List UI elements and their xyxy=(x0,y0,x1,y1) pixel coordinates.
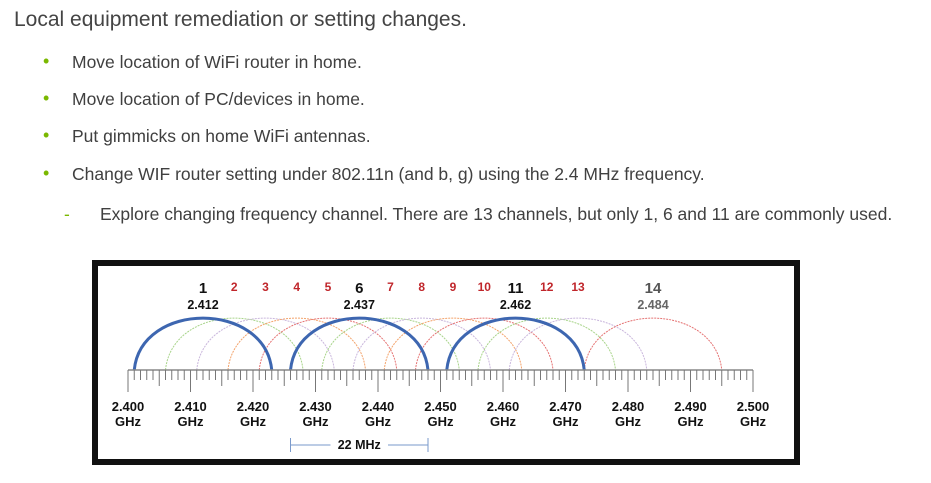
axis-label: 2.450 xyxy=(424,399,457,414)
channel-number-9: 9 xyxy=(450,280,457,294)
bullet-text: Move location of PC/devices in home. xyxy=(72,89,365,109)
channel-arc-13 xyxy=(508,317,648,371)
axis-label: 2.430 xyxy=(299,399,332,414)
axis-unit: GHz xyxy=(178,414,205,429)
axis-unit: GHz xyxy=(553,414,580,429)
channel-number-8: 8 xyxy=(418,280,425,294)
channel-arc-1 xyxy=(132,316,274,371)
bullet-item: • Change WIF router setting under 802.11n… xyxy=(43,163,705,185)
channel-arc-7 xyxy=(321,317,460,371)
wifi-channel-diagram: 1 2.412 2 3 4 5 6 2.437 7 8 9 10 11 2.462 12 13 14 2.484 2… xyxy=(92,260,800,465)
channel-number-7: 7 xyxy=(387,280,394,294)
channel-arc-4 xyxy=(227,317,366,371)
dash-icon: - xyxy=(64,204,70,224)
axis-unit: GHz xyxy=(678,414,705,429)
channel-number-5: 5 xyxy=(325,280,332,294)
channel-frequency-11: 2.462 xyxy=(500,298,531,312)
axis-label: 2.480 xyxy=(612,399,645,414)
channel-frequency-6: 2.437 xyxy=(344,298,375,312)
channel-number-12: 12 xyxy=(540,280,554,294)
bullet-item: • Move location of WiFi router in home. xyxy=(43,51,362,73)
bullet-item: • Put gimmicks on home WiFi antennas. xyxy=(43,125,371,147)
axis-unit: GHz xyxy=(615,414,642,429)
channel-arc-14 xyxy=(583,317,723,371)
slide-title: Local equipment remediation or setting c… xyxy=(14,8,467,31)
channel-arc-8 xyxy=(352,317,491,371)
sub-bullet-text: Explore changing frequency channel. Ther… xyxy=(100,204,893,224)
channel-number-3: 3 xyxy=(262,280,269,294)
bullet-icon: • xyxy=(43,51,50,71)
channel-number-11: 11 xyxy=(508,280,524,297)
axis-label: 2.440 xyxy=(362,399,395,414)
channel-arc-12 xyxy=(477,317,616,371)
sub-bullet-item: - Explore changing frequency channel. The… xyxy=(64,202,915,227)
axis-label: 2.490 xyxy=(674,399,707,414)
bullet-icon: • xyxy=(43,163,50,183)
axis-unit: GHz xyxy=(303,414,330,429)
channel-number-2: 2 xyxy=(231,280,238,294)
axis-label: 2.420 xyxy=(237,399,270,414)
bullet-text: Change WIF router setting under 802.11n … xyxy=(72,164,705,184)
channel-number-14: 14 xyxy=(645,280,662,297)
channel-number-6: 6 xyxy=(355,280,363,297)
bullet-text: Move location of WiFi router in home. xyxy=(72,52,362,72)
channel-frequency-1: 2.412 xyxy=(187,298,218,312)
axis-label: 2.410 xyxy=(174,399,207,414)
channel-number-1: 1 xyxy=(199,280,207,297)
axis-label: 2.470 xyxy=(549,399,582,414)
channel-diagram-svg: 12.412 2 3 4 5 62.437 7 8 9 10 112.462 12 13 142.484 2… xyxy=(98,266,794,459)
axis-unit: GHz xyxy=(115,414,142,429)
channel-arc-9 xyxy=(383,317,523,371)
axis-label: 2.500 xyxy=(737,399,770,414)
bullet-icon: • xyxy=(43,125,50,145)
channel-number-13: 13 xyxy=(571,280,585,294)
axis-unit: GHz xyxy=(365,414,392,429)
channel-arc-5 xyxy=(258,317,398,371)
channel-arc-3 xyxy=(196,317,335,371)
axis-unit: GHz xyxy=(240,414,267,429)
axis-label: 2.460 xyxy=(487,399,520,414)
axis-unit: GHz xyxy=(428,414,455,429)
channel-number-4: 4 xyxy=(293,280,300,294)
axis-unit: GHz xyxy=(490,414,517,429)
bullet-icon: • xyxy=(43,88,50,108)
axis-label: 2.400 xyxy=(112,399,145,414)
channel-arc-2 xyxy=(165,317,304,371)
channel-frequency-14: 2.484 xyxy=(637,298,668,312)
bullet-text: Put gimmicks on home WiFi antennas. xyxy=(72,126,371,146)
channel-arc-6 xyxy=(289,316,430,371)
channel-arc-10 xyxy=(415,317,554,371)
channel-number-10: 10 xyxy=(478,280,492,294)
bullet-item: • Move location of PC/devices in home. xyxy=(43,88,365,110)
channel-width-label: 22 MHz xyxy=(338,438,381,452)
channel-arc-11 xyxy=(445,316,586,371)
axis-unit: GHz xyxy=(740,414,767,429)
